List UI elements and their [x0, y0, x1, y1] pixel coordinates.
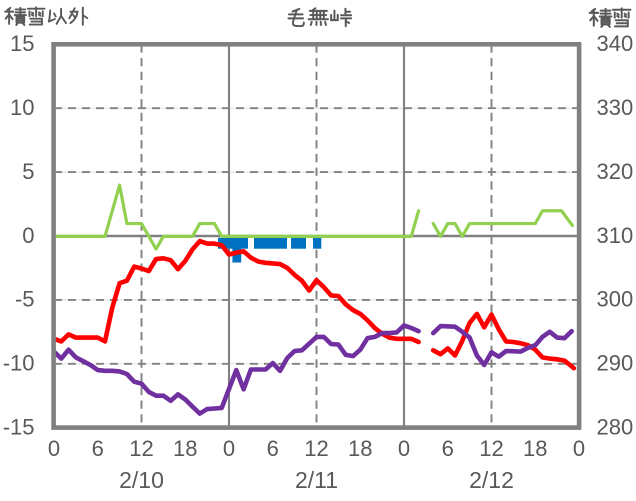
- svg-text:280: 280: [597, 415, 634, 440]
- svg-text:-5: -5: [15, 287, 35, 312]
- svg-text:12: 12: [304, 436, 328, 461]
- svg-text:12: 12: [479, 436, 503, 461]
- svg-text:6: 6: [92, 436, 104, 461]
- svg-text:-10: -10: [3, 351, 35, 376]
- svg-text:2/10: 2/10: [119, 467, 164, 493]
- svg-text:18: 18: [173, 436, 197, 461]
- svg-text:300: 300: [597, 287, 634, 312]
- svg-text:-15: -15: [3, 415, 35, 440]
- svg-text:340: 340: [597, 31, 634, 56]
- svg-text:0: 0: [398, 436, 410, 461]
- svg-text:18: 18: [348, 436, 372, 461]
- svg-text:2/11: 2/11: [295, 467, 338, 493]
- svg-text:15: 15: [10, 31, 34, 56]
- svg-text:6: 6: [267, 436, 279, 461]
- svg-text:5: 5: [22, 159, 34, 184]
- svg-text:2/12: 2/12: [469, 467, 514, 493]
- svg-text:6: 6: [442, 436, 454, 461]
- svg-text:10: 10: [10, 95, 34, 120]
- svg-text:310: 310: [597, 223, 634, 248]
- svg-text:18: 18: [523, 436, 547, 461]
- svg-text:0: 0: [573, 436, 585, 461]
- svg-text:330: 330: [597, 95, 634, 120]
- svg-text:12: 12: [129, 436, 153, 461]
- svg-text:290: 290: [597, 351, 634, 376]
- svg-text:0: 0: [22, 223, 34, 248]
- svg-text:320: 320: [597, 159, 634, 184]
- svg-text:0: 0: [223, 436, 235, 461]
- svg-text:0: 0: [48, 436, 60, 461]
